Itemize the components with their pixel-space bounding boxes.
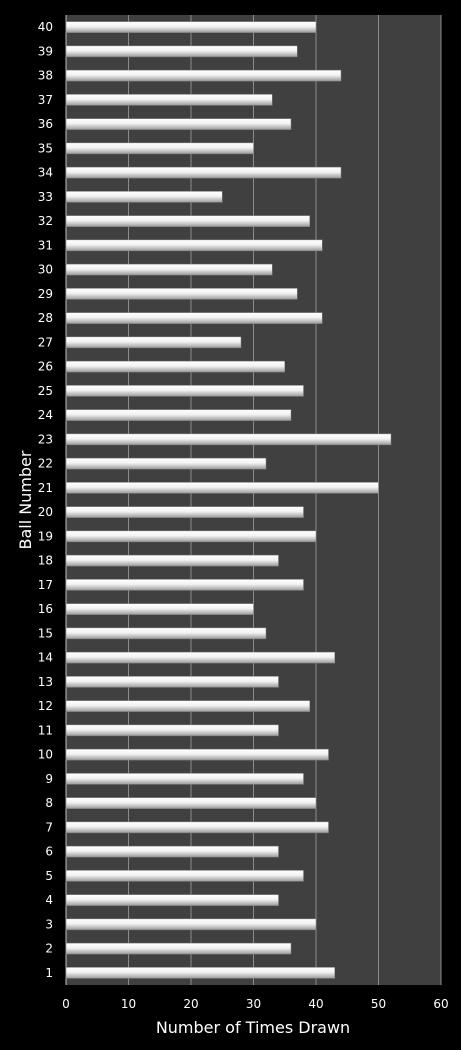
y-tick-label-40: 40 <box>38 20 53 34</box>
bar-ball-13 <box>65 676 279 688</box>
bar-ball-40 <box>65 21 317 33</box>
bar-ball-14 <box>65 651 335 664</box>
bar-ball-3 <box>65 918 317 931</box>
bar-ball-8 <box>65 797 317 809</box>
y-tick-labels: 1234567891011121314151617181920212223242… <box>38 20 53 980</box>
y-tick-label-6: 6 <box>45 845 53 859</box>
y-tick-label-4: 4 <box>45 893 53 907</box>
bar-ball-11 <box>65 724 279 737</box>
x-tick-label-10: 10 <box>121 997 136 1011</box>
bar-ball-2 <box>65 942 292 955</box>
y-tick-label-33: 33 <box>38 190 53 204</box>
y-tick-label-13: 13 <box>38 675 53 689</box>
y-tick-label-12: 12 <box>38 699 53 713</box>
bar-ball-39 <box>65 45 298 58</box>
y-tick-label-32: 32 <box>38 214 53 228</box>
bar-ball-20 <box>65 506 304 518</box>
y-tick-label-39: 39 <box>38 44 53 58</box>
bar-ball-30 <box>65 263 273 276</box>
y-tick-label-11: 11 <box>38 723 53 737</box>
y-tick-label-30: 30 <box>38 263 53 277</box>
bar-ball-12 <box>65 700 310 712</box>
bar-ball-5 <box>65 870 304 882</box>
x-tick-label-60: 60 <box>433 997 448 1011</box>
y-tick-label-21: 21 <box>38 481 53 495</box>
x-tick-labels: 0 10 20 30 40 50 60 <box>62 997 448 1011</box>
bar-ball-16 <box>65 603 254 615</box>
y-axis-title: Ball Number <box>16 450 35 549</box>
bar-ball-27 <box>65 336 242 349</box>
bar-ball-34 <box>65 166 342 179</box>
y-tick-label-19: 19 <box>38 529 53 543</box>
y-tick-label-1: 1 <box>45 966 53 980</box>
x-tick-label-0: 0 <box>62 997 70 1011</box>
y-tick-label-25: 25 <box>38 384 53 398</box>
x-tick-label-50: 50 <box>371 997 386 1011</box>
bar-ball-35 <box>65 142 254 155</box>
bar-ball-21 <box>65 482 379 494</box>
y-tick-label-17: 17 <box>38 578 53 592</box>
y-tick-label-28: 28 <box>38 311 53 325</box>
y-tick-label-23: 23 <box>38 432 53 446</box>
bar-ball-23 <box>65 433 392 446</box>
x-axis-title: Number of Times Drawn <box>156 1018 350 1037</box>
bar-ball-17 <box>65 579 304 591</box>
y-tick-label-16: 16 <box>38 602 53 616</box>
y-tick-label-36: 36 <box>38 117 53 131</box>
y-tick-label-15: 15 <box>38 626 53 640</box>
bar-ball-36 <box>65 118 292 130</box>
x-tick-label-40: 40 <box>308 997 323 1011</box>
y-tick-label-31: 31 <box>38 238 53 252</box>
y-tick-label-27: 27 <box>38 335 53 349</box>
bar-ball-9 <box>65 773 304 785</box>
bar-ball-38 <box>65 69 342 82</box>
bar-ball-7 <box>65 821 329 834</box>
bar-ball-25 <box>65 385 304 397</box>
bar-ball-28 <box>65 312 323 324</box>
bar-ball-29 <box>65 288 298 300</box>
y-tick-label-9: 9 <box>45 772 53 786</box>
bar-ball-22 <box>65 457 267 470</box>
y-tick-label-35: 35 <box>38 141 53 155</box>
y-tick-label-26: 26 <box>38 360 53 374</box>
y-tick-label-38: 38 <box>38 69 53 83</box>
y-tick-label-24: 24 <box>38 408 53 422</box>
bar-ball-19 <box>65 530 317 543</box>
y-tick-label-22: 22 <box>38 457 53 471</box>
bar-ball-10 <box>65 748 329 761</box>
bar-ball-6 <box>65 845 279 858</box>
x-tick-label-30: 30 <box>246 997 261 1011</box>
y-tick-label-5: 5 <box>45 869 53 883</box>
bar-ball-15 <box>65 627 267 640</box>
y-tick-label-7: 7 <box>45 820 53 834</box>
bar-ball-24 <box>65 409 292 421</box>
bar-ball-1 <box>65 967 335 979</box>
y-tick-label-10: 10 <box>38 748 53 762</box>
y-tick-label-18: 18 <box>38 554 53 568</box>
y-tick-label-34: 34 <box>38 166 53 180</box>
bars <box>65 21 392 979</box>
bar-ball-33 <box>65 191 223 203</box>
bar-ball-37 <box>65 94 273 106</box>
y-tick-label-8: 8 <box>45 796 53 810</box>
bar-ball-18 <box>65 554 279 567</box>
y-tick-label-29: 29 <box>38 287 53 301</box>
bar-ball-26 <box>65 360 285 373</box>
x-tick-label-20: 20 <box>183 997 198 1011</box>
bar-ball-32 <box>65 215 310 227</box>
y-tick-label-37: 37 <box>38 93 53 107</box>
y-tick-label-20: 20 <box>38 505 53 519</box>
y-tick-label-2: 2 <box>45 942 53 956</box>
y-tick-label-14: 14 <box>38 651 53 665</box>
bar-ball-4 <box>65 894 279 906</box>
bar-ball-31 <box>65 239 323 252</box>
y-tick-label-3: 3 <box>45 917 53 931</box>
